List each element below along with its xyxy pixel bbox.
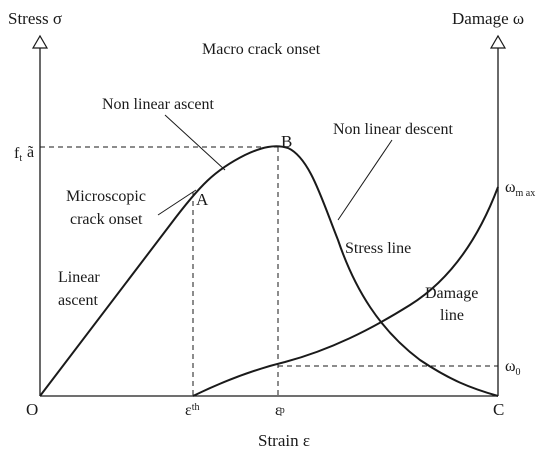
nonlinear-descent-leader — [337, 139, 393, 221]
point-a-label: A — [196, 190, 209, 209]
eps-p-tick: εp — [275, 402, 285, 419]
linear-annotation-line2: ascent — [58, 292, 99, 309]
left-axis-arrow-icon — [31, 34, 49, 49]
y-right-title: Damage ω — [452, 9, 524, 28]
macro-crack-annotation: Macro crack onset — [202, 41, 321, 58]
microscopic-leader — [157, 189, 197, 216]
microscopic-annotation-line2: crack onset — [70, 211, 143, 228]
omega-max-tick: ωm ax — [505, 179, 535, 199]
linear-annotation-line1: Linear — [58, 269, 100, 286]
damage-curve — [192, 186, 499, 397]
nonlinear-ascent-annotation: Non linear ascent — [102, 96, 215, 113]
ft-tick: ft — [14, 145, 22, 164]
right-axis-arrow-icon — [489, 34, 507, 49]
origin-label: O — [26, 400, 38, 419]
damage-line-annotation-line1: Damage — [425, 285, 478, 302]
ft-tick-extra: ã — [27, 144, 34, 161]
stress-curve — [39, 145, 499, 397]
y-left-title: Stress σ — [8, 9, 62, 28]
stress-line-annotation: Stress line — [345, 240, 411, 257]
eps-th-tick: εth — [185, 402, 200, 419]
omega-zero-tick: ω0 — [505, 358, 521, 378]
end-label: C — [493, 400, 504, 419]
x-title: Strain ε — [258, 431, 310, 450]
nonlinear-descent-annotation: Non linear descent — [333, 121, 454, 138]
microscopic-annotation-line1: Microscopic — [66, 188, 146, 205]
damage-line-annotation-line2: line — [440, 307, 464, 324]
point-b-label: B — [281, 132, 292, 151]
nonlinear-ascent-leader — [164, 114, 226, 171]
